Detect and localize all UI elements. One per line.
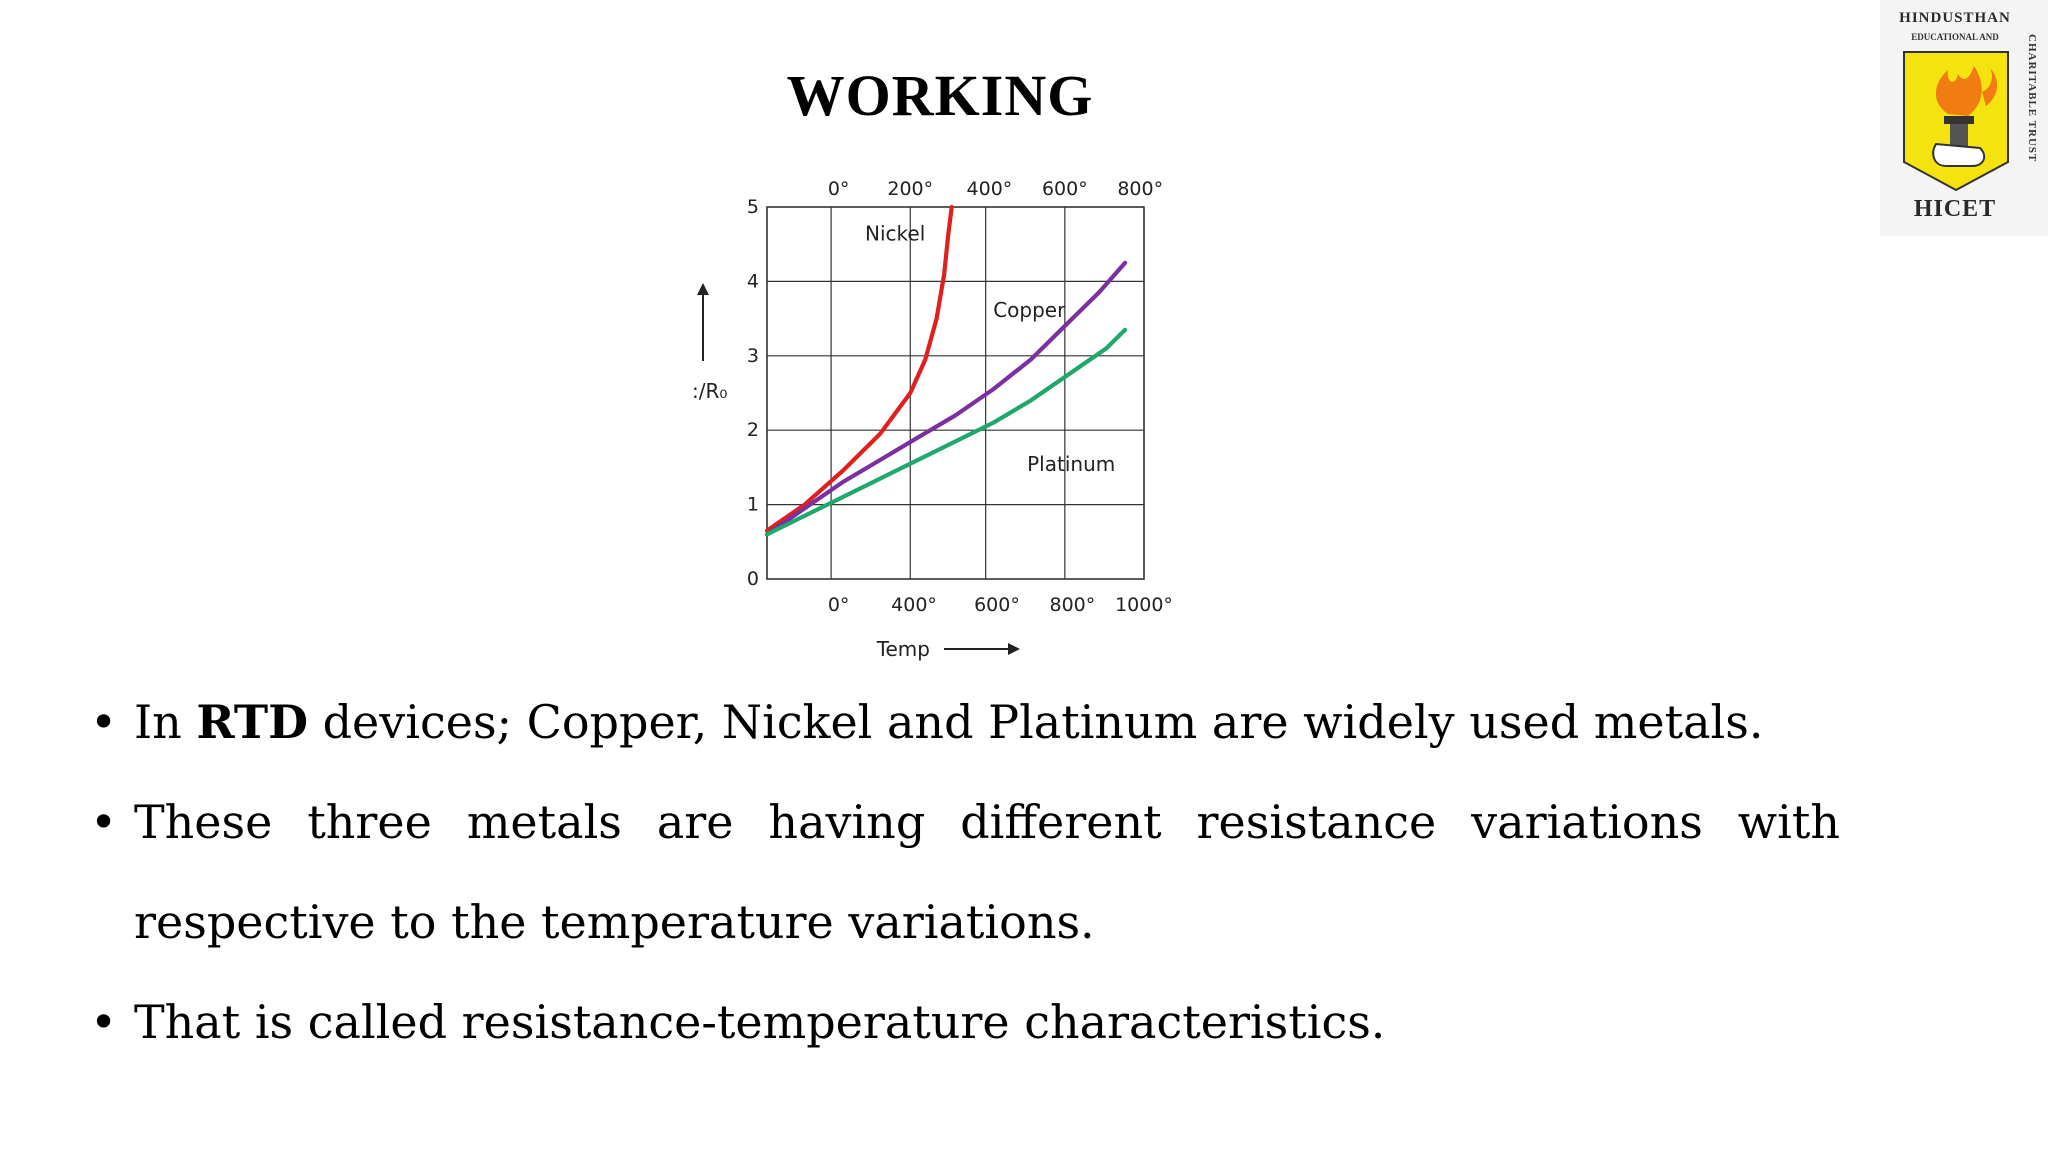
y-tick-label: 2 <box>747 419 759 441</box>
bullet-1-bold: RTD <box>196 695 308 749</box>
rt-chart: 0 1 2 3 4 5 0° 200° 400° 600° 800° 0° 400° 600° 800° 10… <box>680 165 1200 675</box>
bullet-2-line-1: These three metals are having different … <box>134 795 1840 849</box>
bullet-1-pre: In <box>134 695 197 749</box>
bullet-dot: • <box>90 995 118 1049</box>
top-tick-label: 200° <box>887 178 933 200</box>
logo-side-text: CHARITABLE TRUST <box>2026 34 2038 163</box>
bullet-dot: • <box>90 795 118 849</box>
series-line-nickel <box>764 204 954 533</box>
bullet-1-post: devices; Copper, Nickel and Platinum are… <box>307 695 1764 749</box>
chart-svg: 0 1 2 3 4 5 0° 200° 400° 600° 800° 0° 400° 600° 800° 10… <box>692 178 1173 661</box>
series-line-copper <box>764 260 1128 537</box>
series-label-nickel: Nickel <box>865 221 925 245</box>
y-tick-label: 4 <box>747 270 759 292</box>
x-axis-label: Temp <box>876 637 930 661</box>
torch-emblem-icon <box>1903 51 2009 192</box>
bottom-tick-label: 0° <box>828 594 850 616</box>
bullet-3-text: That is called resistance-temperature ch… <box>134 995 1386 1049</box>
bullet-item-1: • In RTD devices; Copper, Nickel and Pla… <box>90 672 1840 772</box>
top-tick-label: 600° <box>1042 178 1088 200</box>
hicet-logo: HINDUSTHAN EDUCATIONAL AND CHARITABLE TR… <box>1880 0 2048 236</box>
series-line-platinum <box>764 327 1128 537</box>
chart-series <box>764 204 1128 537</box>
y-tick-label: 3 <box>747 345 759 367</box>
y-tick-label: 5 <box>747 196 759 218</box>
chart-grid <box>766 206 1145 580</box>
bullet-list: • In RTD devices; Copper, Nickel and Pla… <box>90 672 1840 1072</box>
series-label-platinum: Platinum <box>1027 452 1115 476</box>
logo-bottom-text: HICET <box>1913 196 1997 222</box>
y-tick-label: 0 <box>747 568 759 590</box>
chart-labels: Nickel Copper Platinum :/R₀ Temp <box>692 221 1115 661</box>
y-axis-label: :/R₀ <box>692 379 727 403</box>
series-label-copper: Copper <box>993 298 1066 322</box>
top-tick-label: 0° <box>828 178 850 200</box>
chart-ticks: 0 1 2 3 4 5 0° 200° 400° 600° 800° 0° 400° 600° 800° 10… <box>747 178 1173 616</box>
bullet-item-2: • These three metals are having differen… <box>90 772 1840 972</box>
top-tick-label: 800° <box>1117 178 1163 200</box>
bullet-dot: • <box>90 695 118 749</box>
logo-top-text: HINDUSTHAN <box>1899 10 2011 26</box>
logo-sub-text: EDUCATIONAL AND <box>1911 32 1999 42</box>
slide-title: WORKING <box>786 63 1094 128</box>
bottom-tick-label: 1000° <box>1115 594 1173 616</box>
y-axis-arrowhead-icon <box>697 283 709 295</box>
y-tick-label: 1 <box>747 494 759 516</box>
bottom-tick-label: 800° <box>1049 594 1095 616</box>
bullet-2-line-2: respective to the temperature variations… <box>134 895 1095 949</box>
x-axis-arrowhead-icon <box>1008 643 1020 655</box>
bullet-item-3: • That is called resistance-temperature … <box>90 972 1840 1072</box>
bottom-tick-label: 600° <box>974 594 1020 616</box>
plot-frame <box>766 206 1145 580</box>
top-tick-label: 400° <box>967 178 1013 200</box>
bottom-tick-label: 400° <box>891 594 937 616</box>
